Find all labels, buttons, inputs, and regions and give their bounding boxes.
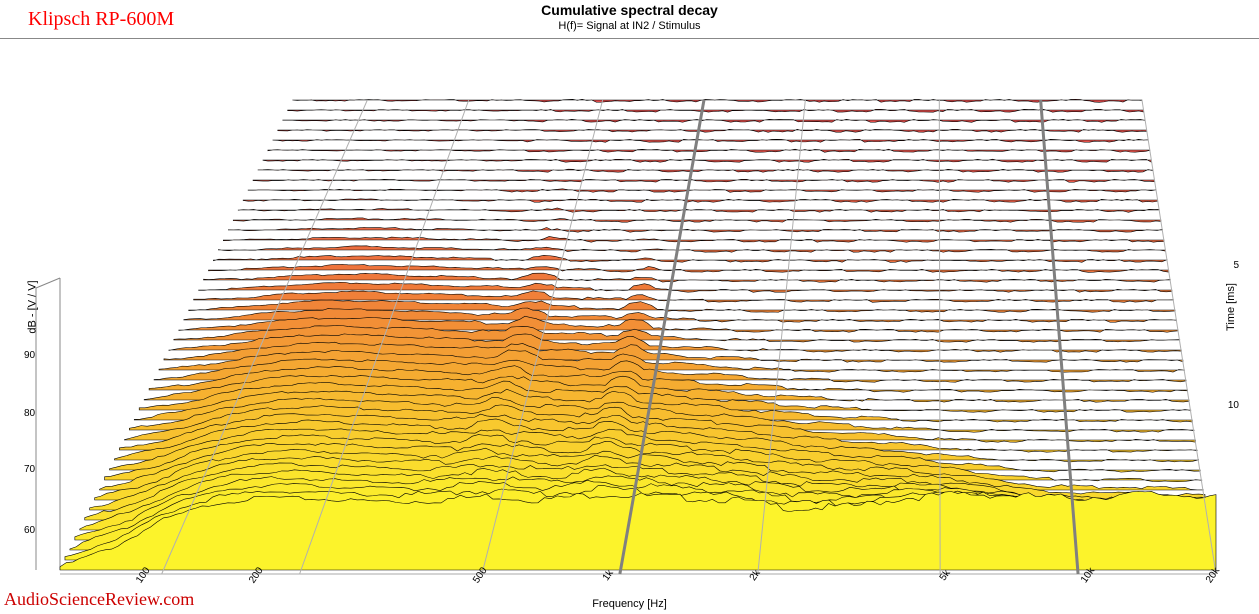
waterfall-plot-svg — [0, 38, 1220, 598]
y-tick-label: 80 — [24, 408, 35, 419]
product-label: Klipsch RP-600M — [28, 8, 174, 31]
csd-waterfall-chart: Cumulative spectral decay H(f)= Signal a… — [0, 0, 1259, 614]
time-tick-label: 10 — [1228, 400, 1239, 411]
y-tick-label: 90 — [24, 350, 35, 361]
chart-subtitle: H(f)= Signal at IN2 / Stimulus — [0, 20, 1259, 32]
x-axis-label: Frequency [Hz] — [0, 598, 1259, 610]
time-tick-label: 5 — [1233, 260, 1239, 271]
chart-title: Cumulative spectral decay — [0, 2, 1259, 18]
y-tick-label: 70 — [24, 464, 35, 475]
y-tick-label: 60 — [24, 525, 35, 536]
time-axis-label: Time [ms] — [1225, 283, 1237, 331]
